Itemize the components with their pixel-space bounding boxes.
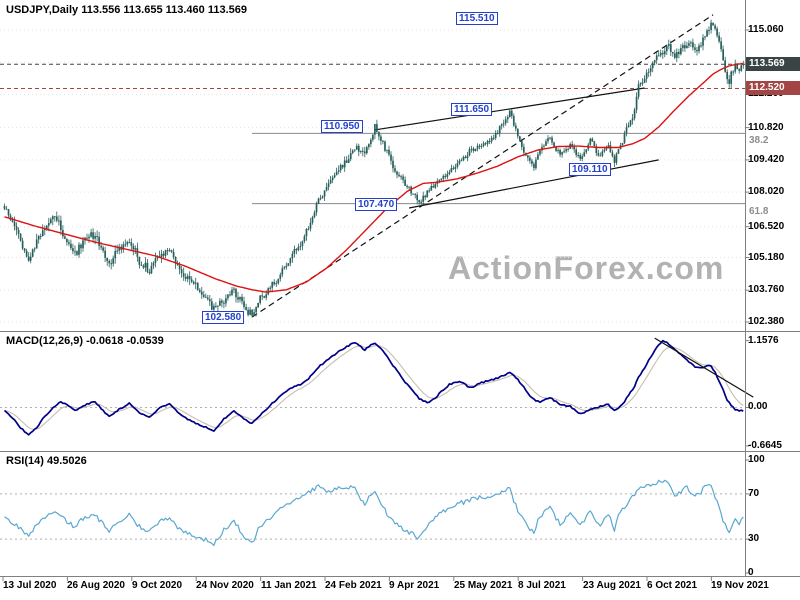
price-axis-tick: 105.180 [748,252,785,263]
price-annotation: 111.650 [451,103,493,116]
date-label: 25 May 2021 [454,580,513,591]
price-annotation: 115.510 [456,12,498,25]
actionforex-watermark: ActionForex.com [448,250,725,286]
current-price-box: 113.569 [746,57,800,71]
price-annotation: 107.470 [355,198,398,211]
rsi-axis-tick: 100 [748,454,765,465]
macd-signal-line [4,345,744,430]
date-label: 26 Aug 2020 [67,580,125,591]
rsi-indicator-label: RSI(14) 49.5026 [6,455,87,467]
macd-axis-tick: 0.00 [748,401,768,412]
date-label: 13 Jul 2020 [3,580,57,591]
price-annotation: 102.580 [202,311,245,324]
price-axis-tick: 103.760 [748,284,785,295]
price-axis-tick: 110.820 [748,122,784,133]
macd-indicator-label: MACD(12,26,9) -0.0618 -0.0539 [6,335,164,347]
chart-title: USDJPY,Daily 113.556 113.655 113.460 113… [6,4,247,16]
date-label: 19 Nov 2021 [711,580,769,591]
rsi-axis-tick: 30 [748,533,760,544]
rsi-axis-tick: 70 [748,488,760,499]
price-axis-tick: 106.520 [748,221,785,232]
macd-axis-tick: 1.1576 [748,335,779,346]
macd-axis-tick: -0.6645 [748,440,782,451]
candlesticks [3,19,745,318]
price-annotation: 109.110 [569,163,611,176]
rsi-axis-tick: 0 [748,567,754,578]
price-axis-tick: 115.060 [748,24,784,35]
date-label: 24 Feb 2021 [325,580,382,591]
date-label: 11 Jan 2021 [261,580,317,591]
price-annotation: 110.950 [321,120,363,133]
macd-line [3,339,744,436]
date-label: 9 Apr 2021 [389,580,440,591]
macd-trendline [654,337,754,398]
date-label: 23 Aug 2021 [583,580,641,591]
moving-average-line [4,62,744,293]
rsi-line [4,479,744,547]
fib-label: 38.2 [749,135,769,146]
support-level-box: 112.520 [746,81,800,95]
date-label: 24 Nov 2020 [196,580,254,591]
date-label: 6 Oct 2021 [647,580,698,591]
price-axis-tick: 108.020 [748,186,785,197]
date-label: 8 Jul 2021 [518,580,566,591]
date-label: 9 Oct 2020 [132,580,183,591]
fib-label: 61.8 [749,206,769,217]
price-axis-tick: 102.380 [748,316,785,327]
price-axis-tick: 109.420 [748,154,785,165]
